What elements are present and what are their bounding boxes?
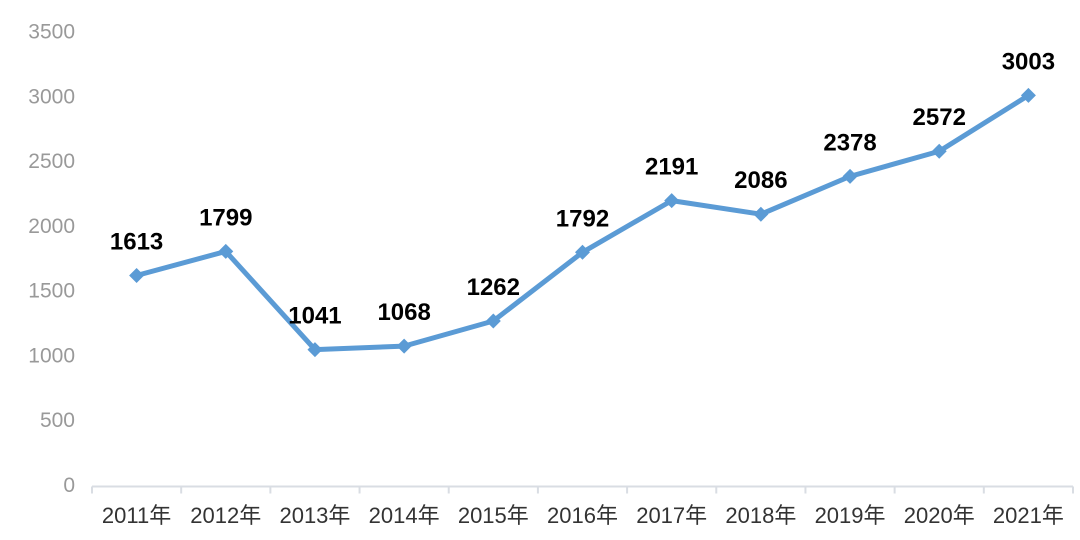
data-point-label: 1613 <box>110 229 163 256</box>
data-point-label: 2191 <box>645 154 698 181</box>
x-axis-tick-label: 2018年 <box>725 503 796 528</box>
data-point-marker <box>1020 87 1036 103</box>
data-point-label: 3003 <box>1002 48 1055 75</box>
y-axis-tick-label: 3000 <box>28 85 75 108</box>
data-point-label: 1068 <box>377 299 430 326</box>
data-point-marker <box>664 193 680 209</box>
x-axis-tick-label: 2020年 <box>904 503 975 528</box>
x-axis-tick-label: 2013年 <box>279 503 350 528</box>
data-point-label: 1262 <box>467 274 520 301</box>
y-axis-tick-label: 1500 <box>28 280 75 303</box>
data-point-label: 2086 <box>734 167 787 194</box>
y-axis-tick-label: 2500 <box>28 150 75 173</box>
data-point-marker <box>575 244 590 260</box>
x-axis-tick-label: 2015年 <box>458 503 529 528</box>
y-axis-tick-label: 2000 <box>28 215 75 238</box>
data-point-marker <box>753 206 769 222</box>
x-axis-tick-label: 2011年 <box>102 503 171 528</box>
x-axis-tick-label: 2012年 <box>190 503 261 528</box>
x-axis-tick-label: 2021年 <box>993 503 1064 528</box>
data-point-label: 1799 <box>199 204 252 231</box>
y-axis-tick-label: 1000 <box>28 344 75 367</box>
data-point-marker <box>842 168 858 184</box>
data-point-marker <box>129 268 145 284</box>
y-axis-tick-label: 500 <box>40 409 75 432</box>
x-axis-tick-label: 2016年 <box>547 503 618 528</box>
data-point-label: 2572 <box>913 104 966 131</box>
data-point-label: 1792 <box>556 205 609 232</box>
data-point-marker <box>485 313 501 329</box>
x-axis-tick-label: 2019年 <box>815 503 886 528</box>
x-axis-tick-label: 2014年 <box>369 503 440 528</box>
x-axis-tick-label: 2017年 <box>636 503 707 528</box>
data-point-label: 2378 <box>823 129 876 156</box>
data-point-marker <box>307 342 323 358</box>
y-axis-tick-label: 3500 <box>28 21 75 44</box>
data-point-marker <box>218 243 234 259</box>
data-point-marker <box>931 143 947 159</box>
data-point-marker <box>396 338 412 354</box>
y-axis-tick-label: 0 <box>63 474 75 497</box>
data-point-label: 1041 <box>288 303 341 330</box>
